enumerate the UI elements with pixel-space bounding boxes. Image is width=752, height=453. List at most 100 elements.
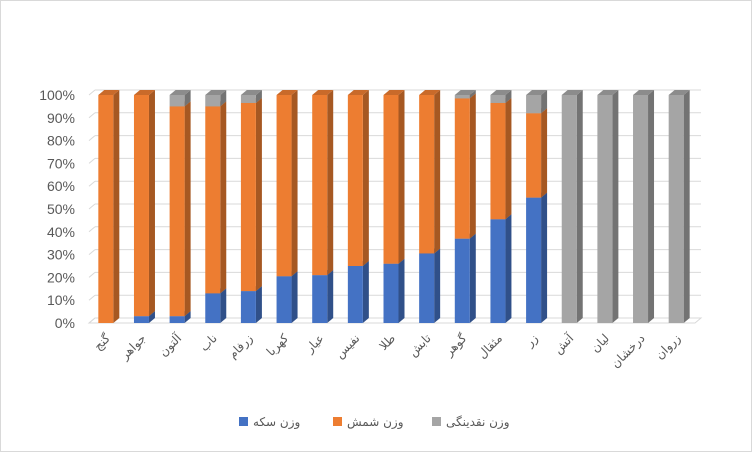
bar-side	[220, 288, 227, 323]
x-tick-label: مثقال	[475, 331, 505, 361]
gridline-side	[88, 203, 96, 210]
bar-segment	[312, 270, 334, 323]
bar-top	[561, 90, 583, 95]
bar-side	[434, 90, 441, 254]
y-tick-label: 60%	[47, 178, 75, 194]
bar-top	[347, 90, 369, 95]
legend-swatch	[432, 417, 441, 426]
bar-segment	[98, 90, 120, 323]
bar	[347, 95, 363, 266]
x-tick-label: لیان	[588, 331, 612, 355]
bar-top	[240, 90, 262, 95]
bar-side	[220, 90, 227, 107]
bar-segment	[454, 90, 476, 99]
y-tick-label: 40%	[47, 224, 75, 240]
bar	[347, 266, 363, 323]
bar-segment	[169, 90, 191, 107]
bar-segment	[205, 288, 227, 323]
bar-segment	[526, 90, 548, 114]
x-tick-label: جواهر	[117, 331, 149, 363]
bar	[205, 95, 221, 107]
x-tick-label: کهربا	[264, 331, 292, 359]
bar	[454, 95, 470, 99]
bar-side	[184, 101, 191, 317]
bar	[633, 95, 649, 323]
bar-segment	[419, 90, 441, 254]
bar	[526, 197, 542, 323]
x-tick-label: نفیس	[333, 331, 364, 362]
legend-item: وزن شمش	[333, 415, 404, 430]
x-tick-label: طلا	[376, 331, 398, 353]
bar	[205, 293, 221, 323]
bar-side	[184, 311, 191, 323]
bar-side	[148, 311, 155, 323]
bar-side	[505, 90, 512, 103]
bar-segment	[205, 101, 227, 294]
bar-side	[541, 108, 548, 198]
bar-top	[383, 90, 405, 95]
bar	[526, 95, 542, 114]
bar	[312, 95, 328, 276]
bar-top	[597, 90, 619, 95]
bar-top	[133, 90, 155, 95]
bar-segment	[133, 90, 155, 317]
legend-label: وزن نقدینگی	[446, 415, 510, 430]
bar-side	[469, 233, 476, 323]
bar-side	[291, 90, 298, 277]
bar-side	[362, 261, 369, 323]
bar	[240, 95, 256, 103]
bar	[169, 316, 185, 323]
bar-segment	[668, 90, 690, 323]
gridline-side	[88, 180, 96, 187]
bar-side	[398, 258, 405, 323]
bar-side	[291, 271, 298, 323]
bar	[526, 113, 542, 198]
bar-side	[576, 90, 583, 323]
bar	[419, 95, 435, 254]
bar-segment	[490, 90, 512, 103]
bar-segment	[383, 90, 405, 264]
bar-side	[505, 97, 512, 220]
x-tick-label: عیار	[302, 331, 328, 357]
y-tick-label: 50%	[47, 201, 75, 217]
bar-top	[169, 90, 191, 95]
bar-side	[327, 270, 334, 323]
bar	[98, 95, 114, 323]
x-tick-label: ناب	[197, 331, 220, 354]
x-tick-label: آلتون	[156, 330, 186, 360]
bar-side	[505, 214, 512, 323]
bar-segment	[419, 248, 441, 323]
bar-side	[398, 90, 405, 264]
bar-segment	[597, 90, 619, 323]
bar-side	[541, 90, 548, 114]
bar-segment	[169, 101, 191, 317]
bar-side	[612, 90, 619, 323]
bar-segment	[347, 261, 369, 323]
bar-segment	[633, 90, 655, 323]
bar	[419, 253, 435, 323]
x-tick-label: زروان	[653, 331, 685, 363]
bar-top	[668, 90, 690, 95]
bar	[240, 291, 256, 323]
bar	[668, 95, 684, 323]
bar	[383, 95, 399, 264]
bar-side	[648, 90, 655, 323]
gridline-side	[88, 272, 96, 278]
bar-segment	[561, 90, 583, 323]
bar-segment	[490, 214, 512, 323]
bar-top	[454, 90, 476, 95]
bar	[454, 98, 470, 239]
bar-side	[255, 286, 262, 323]
bar-segment	[205, 90, 227, 107]
bar-top	[98, 90, 120, 95]
bar-side	[184, 90, 191, 107]
bar-side	[327, 90, 334, 276]
x-tick-label: گوهر	[441, 331, 470, 360]
y-tick-label: 30%	[47, 247, 75, 263]
bar	[169, 95, 185, 107]
bar	[276, 95, 292, 277]
bar-side	[469, 93, 476, 239]
bars	[98, 90, 690, 323]
legend-item: وزن سکه	[239, 415, 300, 430]
bar-segment	[383, 258, 405, 323]
